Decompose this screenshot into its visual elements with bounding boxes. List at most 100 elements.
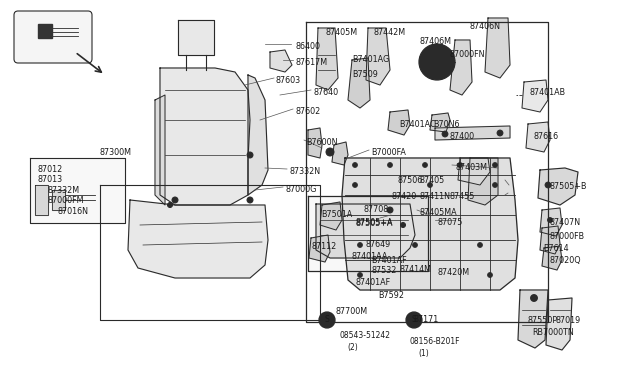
Polygon shape [388, 110, 410, 135]
Text: 87616: 87616 [534, 132, 559, 141]
Text: 87171: 87171 [414, 315, 439, 324]
Text: 87300M: 87300M [100, 148, 132, 157]
Polygon shape [526, 122, 550, 152]
Polygon shape [30, 158, 125, 223]
FancyBboxPatch shape [14, 11, 92, 63]
Text: B7501A: B7501A [321, 210, 352, 219]
Circle shape [419, 44, 455, 80]
Text: 87420M: 87420M [438, 268, 470, 277]
Text: 08156-B201F: 08156-B201F [409, 337, 460, 346]
Polygon shape [468, 158, 498, 205]
Polygon shape [160, 68, 250, 205]
Polygon shape [542, 246, 562, 270]
Polygon shape [435, 126, 510, 140]
Polygon shape [332, 142, 348, 165]
Text: 87649: 87649 [366, 240, 391, 249]
Text: 87506: 87506 [397, 176, 422, 185]
Circle shape [406, 312, 422, 328]
Polygon shape [316, 28, 338, 90]
Polygon shape [320, 202, 342, 230]
Circle shape [488, 273, 493, 278]
Polygon shape [270, 50, 292, 72]
Text: B7592: B7592 [378, 291, 404, 300]
Text: 87012: 87012 [38, 165, 63, 174]
Polygon shape [38, 24, 52, 38]
Text: B70N6: B70N6 [433, 120, 460, 129]
Polygon shape [342, 158, 518, 290]
Text: 87505+B: 87505+B [549, 182, 586, 191]
Circle shape [387, 207, 393, 213]
Circle shape [493, 163, 497, 167]
Text: 87708: 87708 [364, 205, 389, 214]
Circle shape [353, 183, 358, 187]
Text: S: S [412, 315, 417, 324]
Text: 87420: 87420 [391, 192, 416, 201]
Polygon shape [309, 235, 330, 262]
Text: 87505+A: 87505+A [355, 218, 392, 227]
Polygon shape [155, 95, 165, 205]
Polygon shape [538, 168, 578, 205]
Text: B7509: B7509 [352, 70, 378, 79]
Circle shape [458, 163, 463, 167]
Text: 87406M: 87406M [420, 37, 452, 46]
Text: 87401AA: 87401AA [352, 252, 388, 261]
Text: 87406N: 87406N [470, 22, 501, 31]
Text: 87332N: 87332N [289, 167, 320, 176]
Polygon shape [522, 80, 548, 112]
Text: 87602: 87602 [296, 107, 321, 116]
Text: B7600N: B7600N [306, 138, 337, 147]
Polygon shape [128, 200, 268, 278]
Circle shape [422, 163, 428, 167]
Circle shape [429, 54, 445, 70]
Text: 87407N: 87407N [549, 218, 580, 227]
Polygon shape [546, 298, 572, 350]
Circle shape [493, 183, 497, 187]
Polygon shape [485, 18, 510, 78]
Text: 87016N: 87016N [58, 207, 89, 216]
Text: 87400: 87400 [449, 132, 474, 141]
Text: 87332M: 87332M [48, 186, 80, 195]
Text: B7614: B7614 [543, 244, 568, 253]
Text: 87550P: 87550P [527, 316, 557, 325]
Text: B7401AG: B7401AG [352, 55, 389, 64]
Circle shape [319, 312, 335, 328]
Text: 87405: 87405 [419, 176, 444, 185]
Text: 87019: 87019 [556, 316, 581, 325]
Text: 87414M: 87414M [400, 265, 432, 274]
Circle shape [353, 163, 358, 167]
Text: 87603: 87603 [276, 76, 301, 85]
Circle shape [247, 152, 253, 158]
Text: (1): (1) [418, 349, 429, 358]
Text: 87401AB: 87401AB [529, 88, 565, 97]
Text: RB7000TN: RB7000TN [532, 328, 573, 337]
Text: 87532: 87532 [372, 266, 397, 275]
Text: B7000FA: B7000FA [371, 148, 406, 157]
Circle shape [531, 295, 538, 301]
Text: 87505+A: 87505+A [355, 219, 392, 228]
Polygon shape [540, 208, 562, 236]
Text: 87405MA: 87405MA [419, 208, 456, 217]
Text: B7401AC: B7401AC [399, 120, 436, 129]
Polygon shape [450, 40, 472, 95]
Polygon shape [430, 113, 450, 132]
Polygon shape [348, 58, 370, 108]
Circle shape [172, 197, 178, 203]
Text: 87000FB: 87000FB [549, 232, 584, 241]
Polygon shape [458, 158, 490, 185]
Circle shape [477, 243, 483, 247]
Text: 87000G: 87000G [286, 185, 317, 194]
Circle shape [358, 243, 362, 247]
Text: 87000FN: 87000FN [449, 50, 484, 59]
Circle shape [545, 182, 551, 188]
Circle shape [547, 218, 552, 222]
Text: (2): (2) [347, 343, 358, 352]
Text: 87020Q: 87020Q [549, 256, 580, 265]
Circle shape [168, 202, 173, 208]
Text: 87075: 87075 [438, 218, 463, 227]
Circle shape [326, 148, 334, 156]
Text: 87000FM: 87000FM [48, 196, 84, 205]
Circle shape [247, 197, 253, 203]
Text: 87013: 87013 [38, 175, 63, 184]
Circle shape [413, 243, 417, 247]
Polygon shape [178, 20, 214, 55]
